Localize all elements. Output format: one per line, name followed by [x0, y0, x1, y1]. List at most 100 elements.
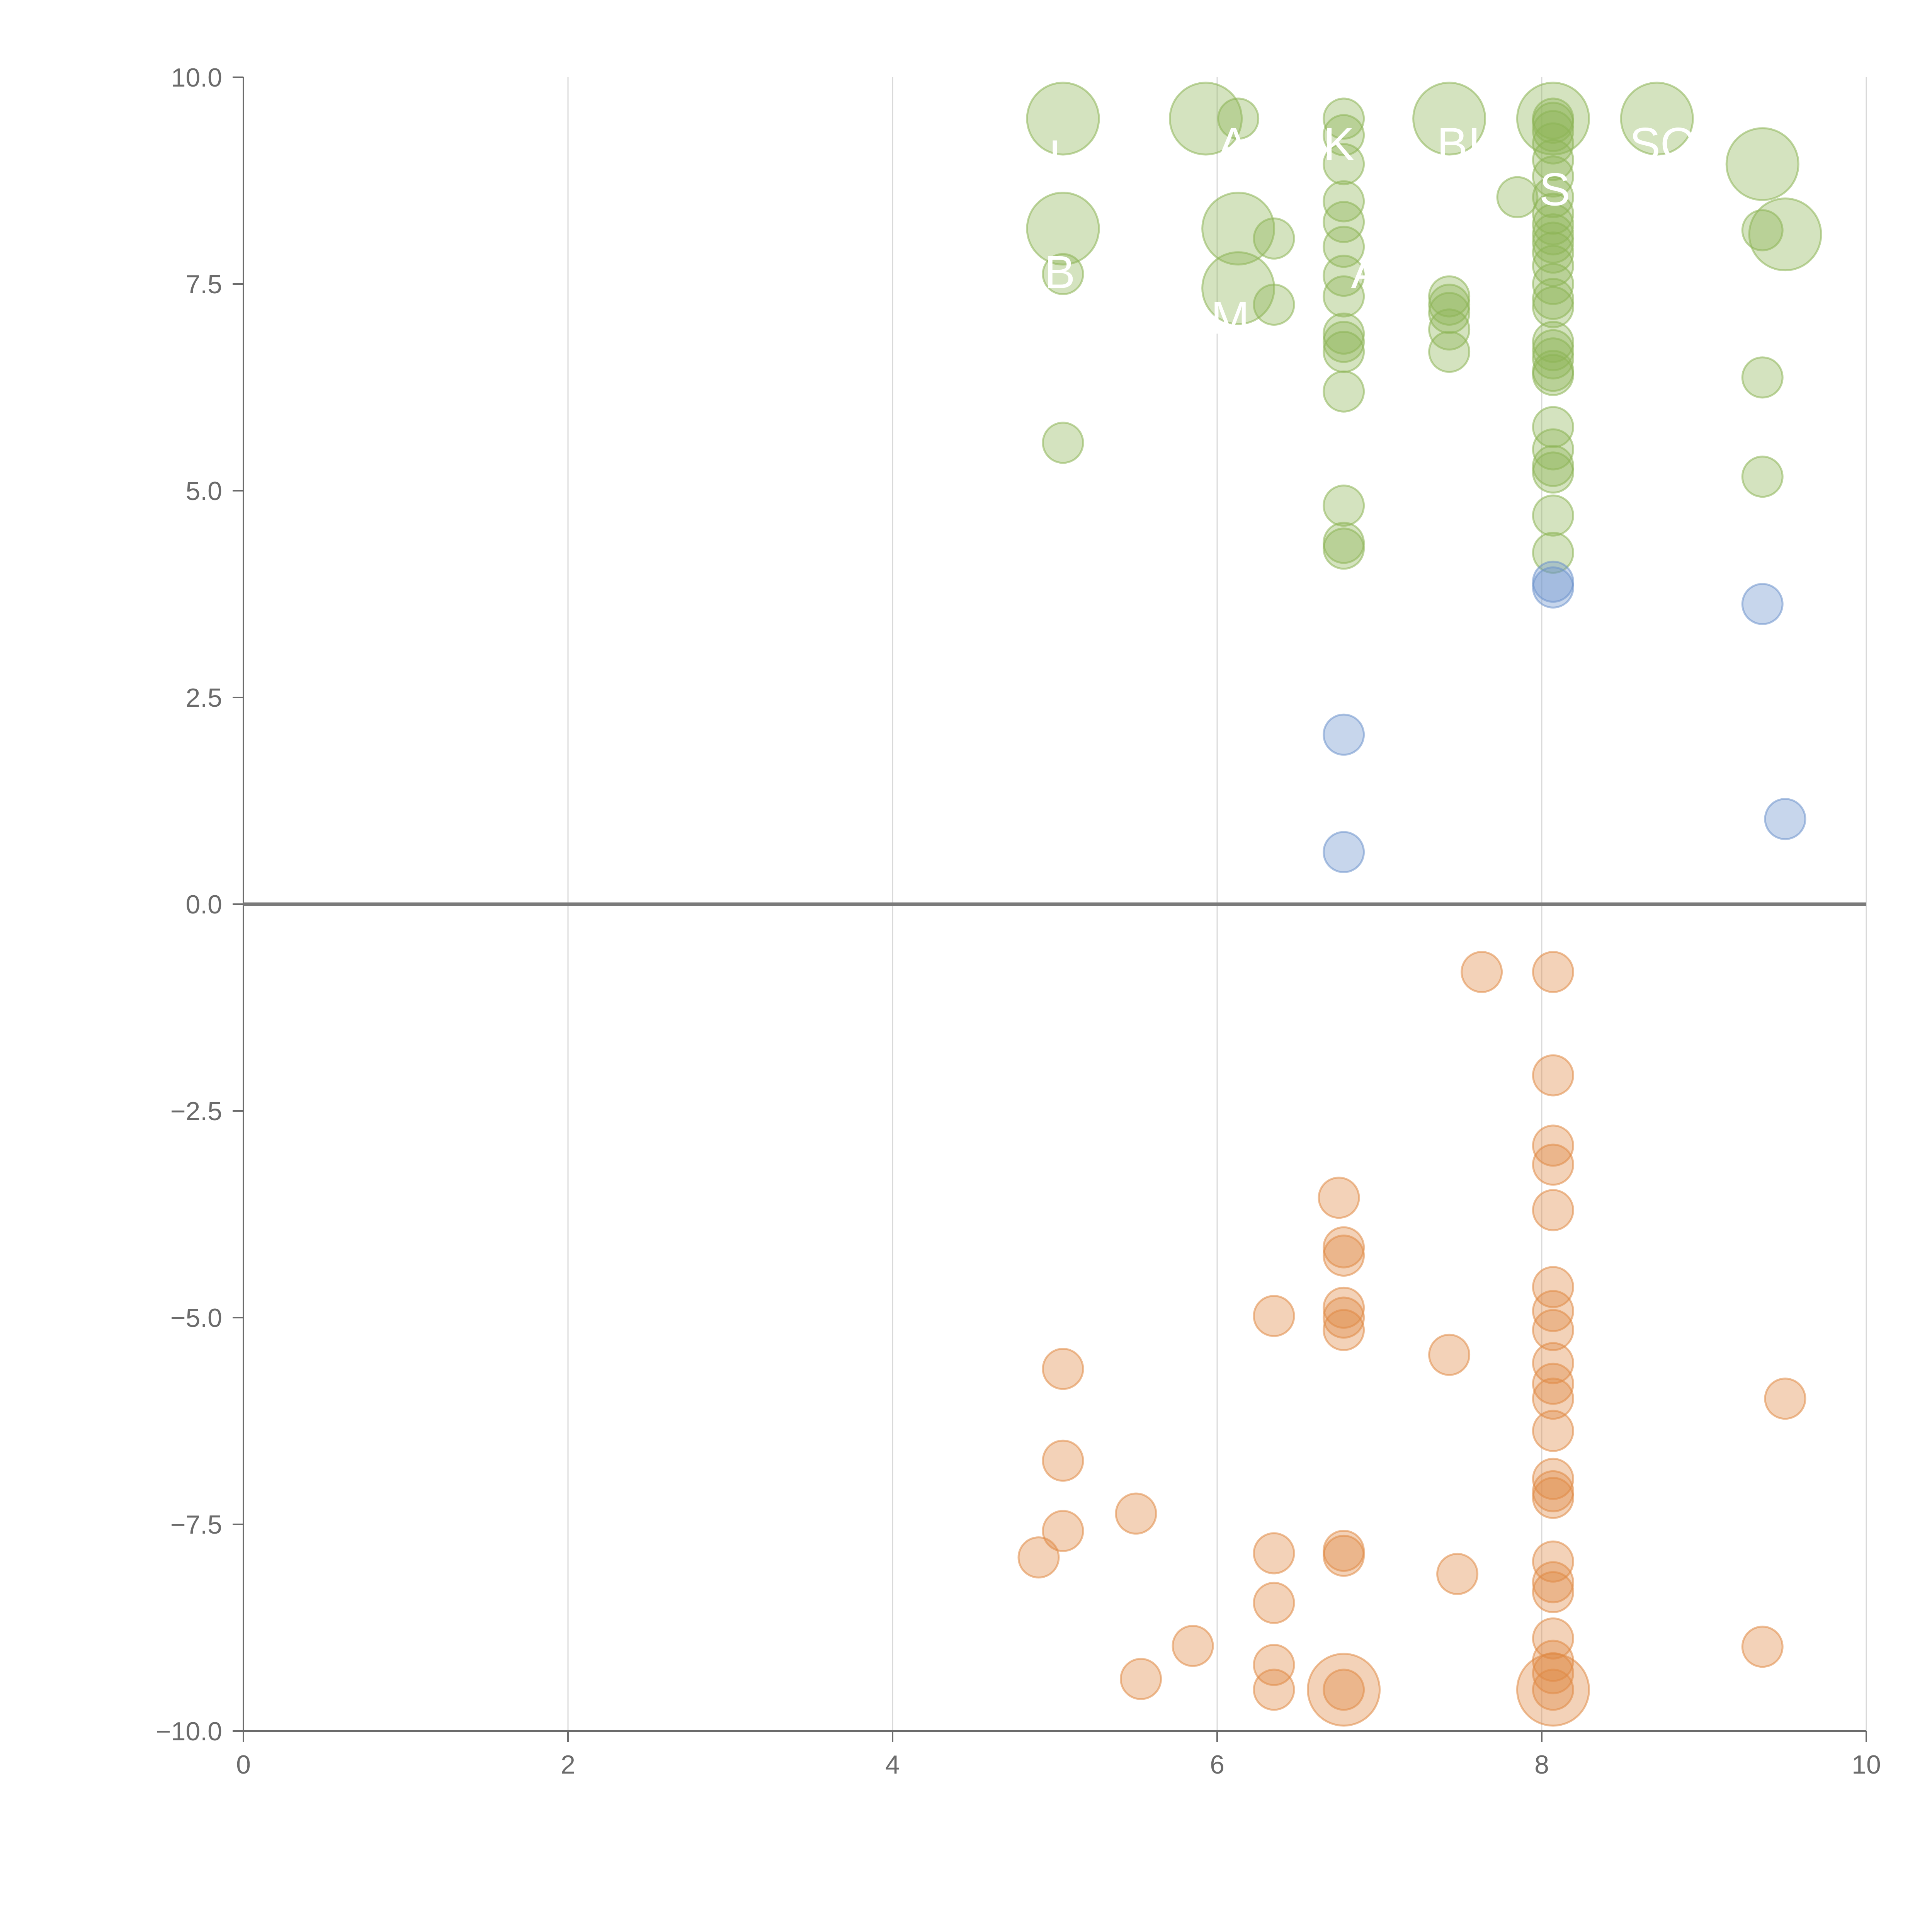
- positive-point: [1026, 82, 1100, 156]
- negative-point: [1532, 1189, 1574, 1231]
- neutral-point: [1741, 583, 1784, 625]
- negative-point: [1532, 1458, 1574, 1500]
- positive-point: [1323, 143, 1365, 185]
- positive-point: [1323, 114, 1365, 156]
- negative-point: [1042, 1510, 1084, 1552]
- negative-point: [1532, 1561, 1574, 1604]
- bubble-label: A: [1218, 118, 1249, 170]
- negative-point: [1532, 1124, 1574, 1167]
- positive-point: [1532, 494, 1574, 537]
- positive-point: [1169, 82, 1243, 156]
- y-tick-label: −7.5: [170, 1510, 222, 1539]
- positive-point: [1725, 127, 1799, 201]
- negative-point: [1532, 951, 1574, 993]
- positive-point: [1741, 209, 1784, 252]
- y-tick-label: 0.0: [185, 890, 222, 919]
- y-tick-label: −10.0: [156, 1717, 222, 1746]
- negative-point: [1323, 1296, 1365, 1339]
- y-tick-label: −2.5: [170, 1097, 222, 1126]
- negative-point: [1253, 1582, 1295, 1624]
- positive-point: [1748, 197, 1822, 272]
- negative-point: [1323, 1309, 1365, 1351]
- negative-point: [1532, 1266, 1574, 1308]
- negative-point: [1318, 1177, 1360, 1219]
- negative-point: [1532, 1054, 1574, 1097]
- negative-point: [1461, 951, 1503, 993]
- negative-point: [1532, 1571, 1574, 1613]
- positive-point: [1412, 82, 1486, 156]
- neutral-point: [1323, 831, 1365, 873]
- negative-point: [1532, 1362, 1574, 1405]
- negative-point: [1532, 1617, 1574, 1660]
- positive-point: [1532, 532, 1574, 574]
- y-tick-label: 10.0: [171, 63, 222, 92]
- negative-point: [1741, 1626, 1784, 1668]
- neutral-point: [1764, 798, 1806, 840]
- negative-point: [1253, 1644, 1295, 1686]
- negative-point: [1532, 1410, 1574, 1452]
- bubble-label: SON: [1629, 118, 1730, 170]
- y-tick-label: 5.0: [185, 476, 222, 506]
- axes: 0 2 4 6 8 10 10.0 7.5 5.0 2.5 0.0 −2.5 −5.0 −7.5 −10.0: [156, 63, 1881, 1779]
- positive-point: [1532, 286, 1574, 328]
- positive-point: [1323, 226, 1365, 268]
- negative-point: [1516, 1653, 1590, 1727]
- negative-point: [1253, 1295, 1295, 1337]
- bubble-label: I: [1048, 131, 1061, 182]
- negative-point: [1017, 1536, 1060, 1579]
- bubble-label: A: [1351, 247, 1382, 298]
- positive-point: [1323, 275, 1365, 318]
- positive-point: [1253, 284, 1295, 326]
- y-tick-label: −5.0: [170, 1303, 222, 1333]
- negative-point: [1532, 1477, 1574, 1519]
- negative-point: [1532, 1378, 1574, 1420]
- y-tick-label: 2.5: [185, 683, 222, 713]
- negative-point: [1532, 1290, 1574, 1332]
- positive-point: [1323, 370, 1365, 413]
- positive-point: [1532, 354, 1574, 396]
- positive-point: [1741, 356, 1784, 399]
- positive-point: [1042, 422, 1084, 464]
- x-tick-label: 6: [1210, 1750, 1225, 1779]
- positive-point: [1741, 456, 1784, 498]
- bubble-label: B: [1044, 247, 1075, 298]
- positive-point: [1323, 485, 1365, 527]
- positive-point: [1323, 201, 1365, 243]
- negative-point: [1115, 1492, 1157, 1535]
- x-tick-label: 0: [236, 1750, 251, 1779]
- negative-point: [1764, 1378, 1806, 1420]
- positive-point: [1532, 451, 1574, 494]
- negative-point: [1042, 1439, 1084, 1482]
- positive-point: [1532, 337, 1574, 380]
- positive-point: [1323, 330, 1365, 373]
- positive-point: [1532, 428, 1574, 471]
- bubble-label: ‘: [1074, 403, 1085, 455]
- positive-point: [1201, 251, 1276, 325]
- positive-point: [1428, 292, 1471, 334]
- bubble-label: BIO: [1437, 118, 1517, 170]
- positive-point: [1323, 321, 1365, 363]
- x-tick-label: 4: [885, 1750, 900, 1779]
- bubble-label: S: [1539, 164, 1570, 216]
- negative-point: [1323, 1286, 1365, 1329]
- positive-point: [1532, 406, 1574, 448]
- positive-point: [1532, 110, 1574, 152]
- positive-point: [1532, 263, 1574, 305]
- neutral-point: [1323, 713, 1365, 756]
- positive-point: [1323, 97, 1365, 140]
- negative-point: [1172, 1625, 1214, 1667]
- positive-point: [1532, 122, 1574, 165]
- positive-point: [1532, 231, 1574, 274]
- bubble-label: M: [1211, 292, 1250, 344]
- negative-point: [1253, 1532, 1295, 1575]
- negative-point: [1436, 1553, 1479, 1595]
- negative-point: [1323, 1534, 1365, 1577]
- positive-point: [1532, 245, 1574, 287]
- positive-point: [1428, 330, 1471, 373]
- x-tick-label: 10: [1852, 1750, 1881, 1779]
- positive-point: [1496, 176, 1539, 218]
- negative-point: [1532, 1668, 1574, 1711]
- negative-point: [1307, 1653, 1381, 1727]
- bubble-label: K: [1323, 118, 1354, 170]
